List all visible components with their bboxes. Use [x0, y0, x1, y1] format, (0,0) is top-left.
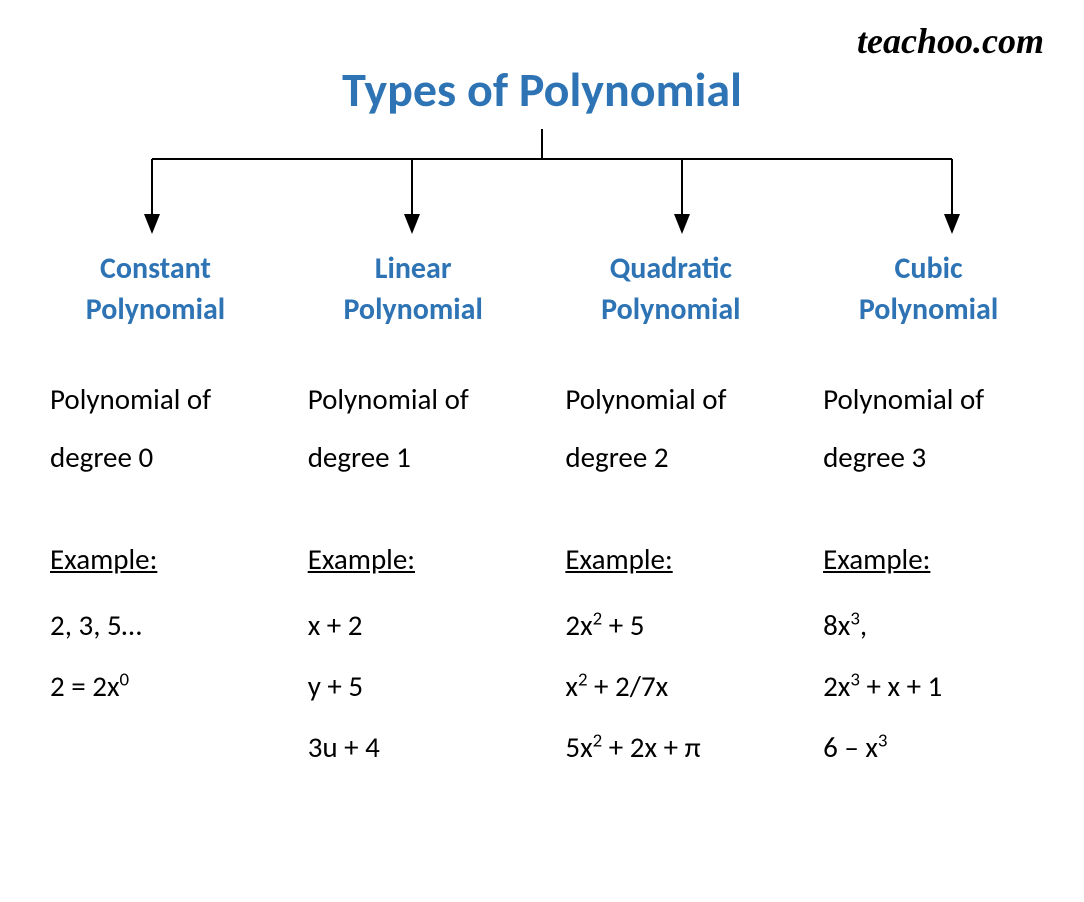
- example-line: y + 5: [298, 656, 529, 717]
- example-line: 2x3 + x + 1: [813, 656, 1044, 717]
- example-label: Example:: [298, 541, 529, 577]
- example-line: 2x2 + 5: [555, 595, 786, 656]
- column-2: QuadraticPolynomial Polynomial of degree …: [555, 249, 786, 778]
- column-3: CubicPolynomial Polynomial of degree 3 Exa…: [813, 249, 1044, 778]
- column-description: Polynomial of degree 3: [813, 370, 1044, 486]
- example-line: 2, 3, 5…: [40, 595, 271, 656]
- column-description: Polynomial of degree 2: [555, 370, 786, 486]
- example-line: 5x2 + 2x + π: [555, 717, 786, 778]
- example-label: Example:: [813, 541, 1044, 577]
- column-description: Polynomial of degree 1: [298, 370, 529, 486]
- watermark-text: teachoo.com: [857, 20, 1044, 62]
- column-0: ConstantPolynomial Polynomial of degree 0…: [40, 249, 271, 778]
- column-header: CubicPolynomial: [813, 249, 1044, 330]
- example-line: x2 + 2/7x: [555, 656, 786, 717]
- example-line: x + 2: [298, 595, 529, 656]
- columns-container: ConstantPolynomial Polynomial of degree 0…: [20, 249, 1064, 778]
- example-line: 2 = 2x0: [40, 656, 271, 717]
- column-description: Polynomial of degree 0: [40, 370, 271, 486]
- example-line: 6 – x3: [813, 717, 1044, 778]
- main-title: Types of Polynomial: [20, 60, 1064, 119]
- column-header: ConstantPolynomial: [40, 249, 271, 330]
- column-header: QuadraticPolynomial: [555, 249, 786, 330]
- tree-diagram: [52, 129, 1032, 239]
- column-1: LinearPolynomial Polynomial of degree 1 Ex…: [298, 249, 529, 778]
- column-header: LinearPolynomial: [298, 249, 529, 330]
- example-line: 8x3,: [813, 595, 1044, 656]
- example-label: Example:: [555, 541, 786, 577]
- example-label: Example:: [40, 541, 271, 577]
- example-line: 3u + 4: [298, 717, 529, 778]
